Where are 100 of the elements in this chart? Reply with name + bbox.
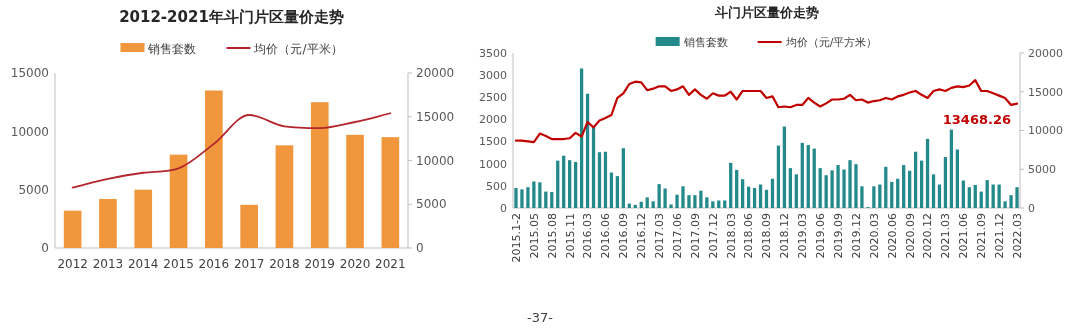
y2-tick-label: 15000 [1028, 85, 1063, 99]
y2-tick-label: 0 [416, 241, 424, 256]
x-tick-label: 2020 [339, 257, 371, 271]
x-tick-label: 2016 [198, 257, 230, 271]
bar [741, 179, 745, 208]
x-tick-label: 2017.06 [670, 213, 684, 259]
x-tick-label: 2021.06 [957, 213, 971, 259]
x-tick-label: 2019.12 [849, 213, 863, 259]
y-tick-label: 10000 [10, 124, 49, 139]
bar [842, 169, 846, 208]
bar [550, 192, 554, 208]
x-tick-label: 2017.12 [706, 213, 720, 259]
text: -37- [527, 310, 554, 325]
bar [776, 145, 781, 208]
legend-label: 销售套数 [147, 41, 197, 56]
bar [597, 152, 602, 208]
bar [913, 151, 918, 208]
bar [788, 168, 792, 208]
bar [705, 197, 709, 208]
bar [687, 195, 691, 208]
x-tick-label: 2019.06 [814, 213, 828, 259]
y2-tick-label: 5000 [416, 197, 447, 212]
bar [872, 186, 876, 208]
x-tick-label: 2020.12 [921, 213, 935, 259]
bar [645, 197, 649, 208]
x-tick-label: 2016.03 [581, 213, 595, 259]
x-tick-label: 2015.1-2 [509, 213, 523, 263]
bar [711, 201, 715, 208]
bar [240, 204, 258, 248]
bar [633, 204, 637, 208]
y-tick-label: 1000 [479, 157, 507, 171]
bar [943, 157, 948, 208]
x-tick-label: 2015.08 [545, 213, 559, 259]
bar [562, 155, 566, 208]
bar [770, 178, 775, 208]
y2-tick-label: 10000 [1028, 124, 1063, 138]
bar [746, 186, 751, 208]
bar [603, 151, 608, 208]
bar [824, 175, 828, 208]
y-tick-label: 5000 [18, 182, 49, 197]
bar [717, 200, 721, 208]
bar [693, 195, 697, 208]
x-tick-label: 2021.09 [975, 213, 989, 259]
x-tick-label: 2014 [127, 257, 159, 271]
legend-label: 均价（元/平方米） [784, 36, 878, 50]
y-tick-label: 15000 [10, 66, 49, 81]
bar [63, 210, 82, 248]
x-tick-label: 2022.03 [1010, 213, 1024, 259]
x-tick-label: 2021.12 [992, 213, 1006, 259]
bar [621, 148, 625, 208]
x-tick-label: 2020.09 [903, 213, 917, 259]
bar [699, 190, 703, 208]
x-tick-label: 2016.06 [599, 213, 613, 259]
bar [836, 165, 840, 208]
bar [669, 204, 673, 208]
bar [794, 174, 798, 208]
bar [381, 137, 400, 248]
x-tick-label: 2016.12 [635, 213, 649, 259]
bar [591, 126, 596, 208]
legend-label: 销售套数 [682, 36, 728, 50]
x-tick-label: 2015.05 [527, 213, 541, 259]
y-tick-label: 3500 [479, 46, 507, 60]
bar [310, 102, 329, 248]
bar [830, 170, 834, 208]
x-tick-label: 2019 [304, 257, 336, 271]
x-tick-label: 2021.03 [939, 213, 953, 259]
x-tick-label: 2016.09 [617, 213, 631, 259]
bar [908, 170, 912, 208]
x-tick-label: 2020.03 [867, 213, 881, 259]
bar [639, 201, 643, 208]
bar [520, 189, 524, 208]
bar [967, 187, 971, 208]
bar [568, 160, 572, 208]
bar [860, 186, 864, 208]
bar [556, 160, 560, 208]
bar [205, 90, 223, 248]
y-tick-label: 2000 [479, 113, 507, 127]
bar [991, 184, 995, 208]
bar [99, 199, 117, 248]
x-tick-label: 2015.11 [563, 213, 577, 259]
bar [890, 181, 894, 208]
bar [752, 188, 757, 208]
bar [651, 201, 655, 208]
bar [812, 148, 816, 208]
bar [955, 149, 960, 208]
bar [538, 182, 542, 208]
bar [1003, 201, 1007, 208]
bar [573, 161, 578, 208]
bar [514, 188, 518, 208]
bar [884, 166, 888, 208]
x-tick-label: 2017.03 [652, 213, 666, 259]
y2-tick-label: 5000 [1028, 163, 1056, 177]
bar [526, 187, 530, 208]
y2-tick-label: 10000 [416, 153, 455, 168]
bar [818, 168, 822, 208]
bar [961, 180, 965, 208]
bar [346, 134, 364, 248]
x-tick-label: 2019.03 [796, 213, 810, 259]
bar [896, 178, 900, 208]
y-tick-label: 0 [500, 201, 507, 215]
